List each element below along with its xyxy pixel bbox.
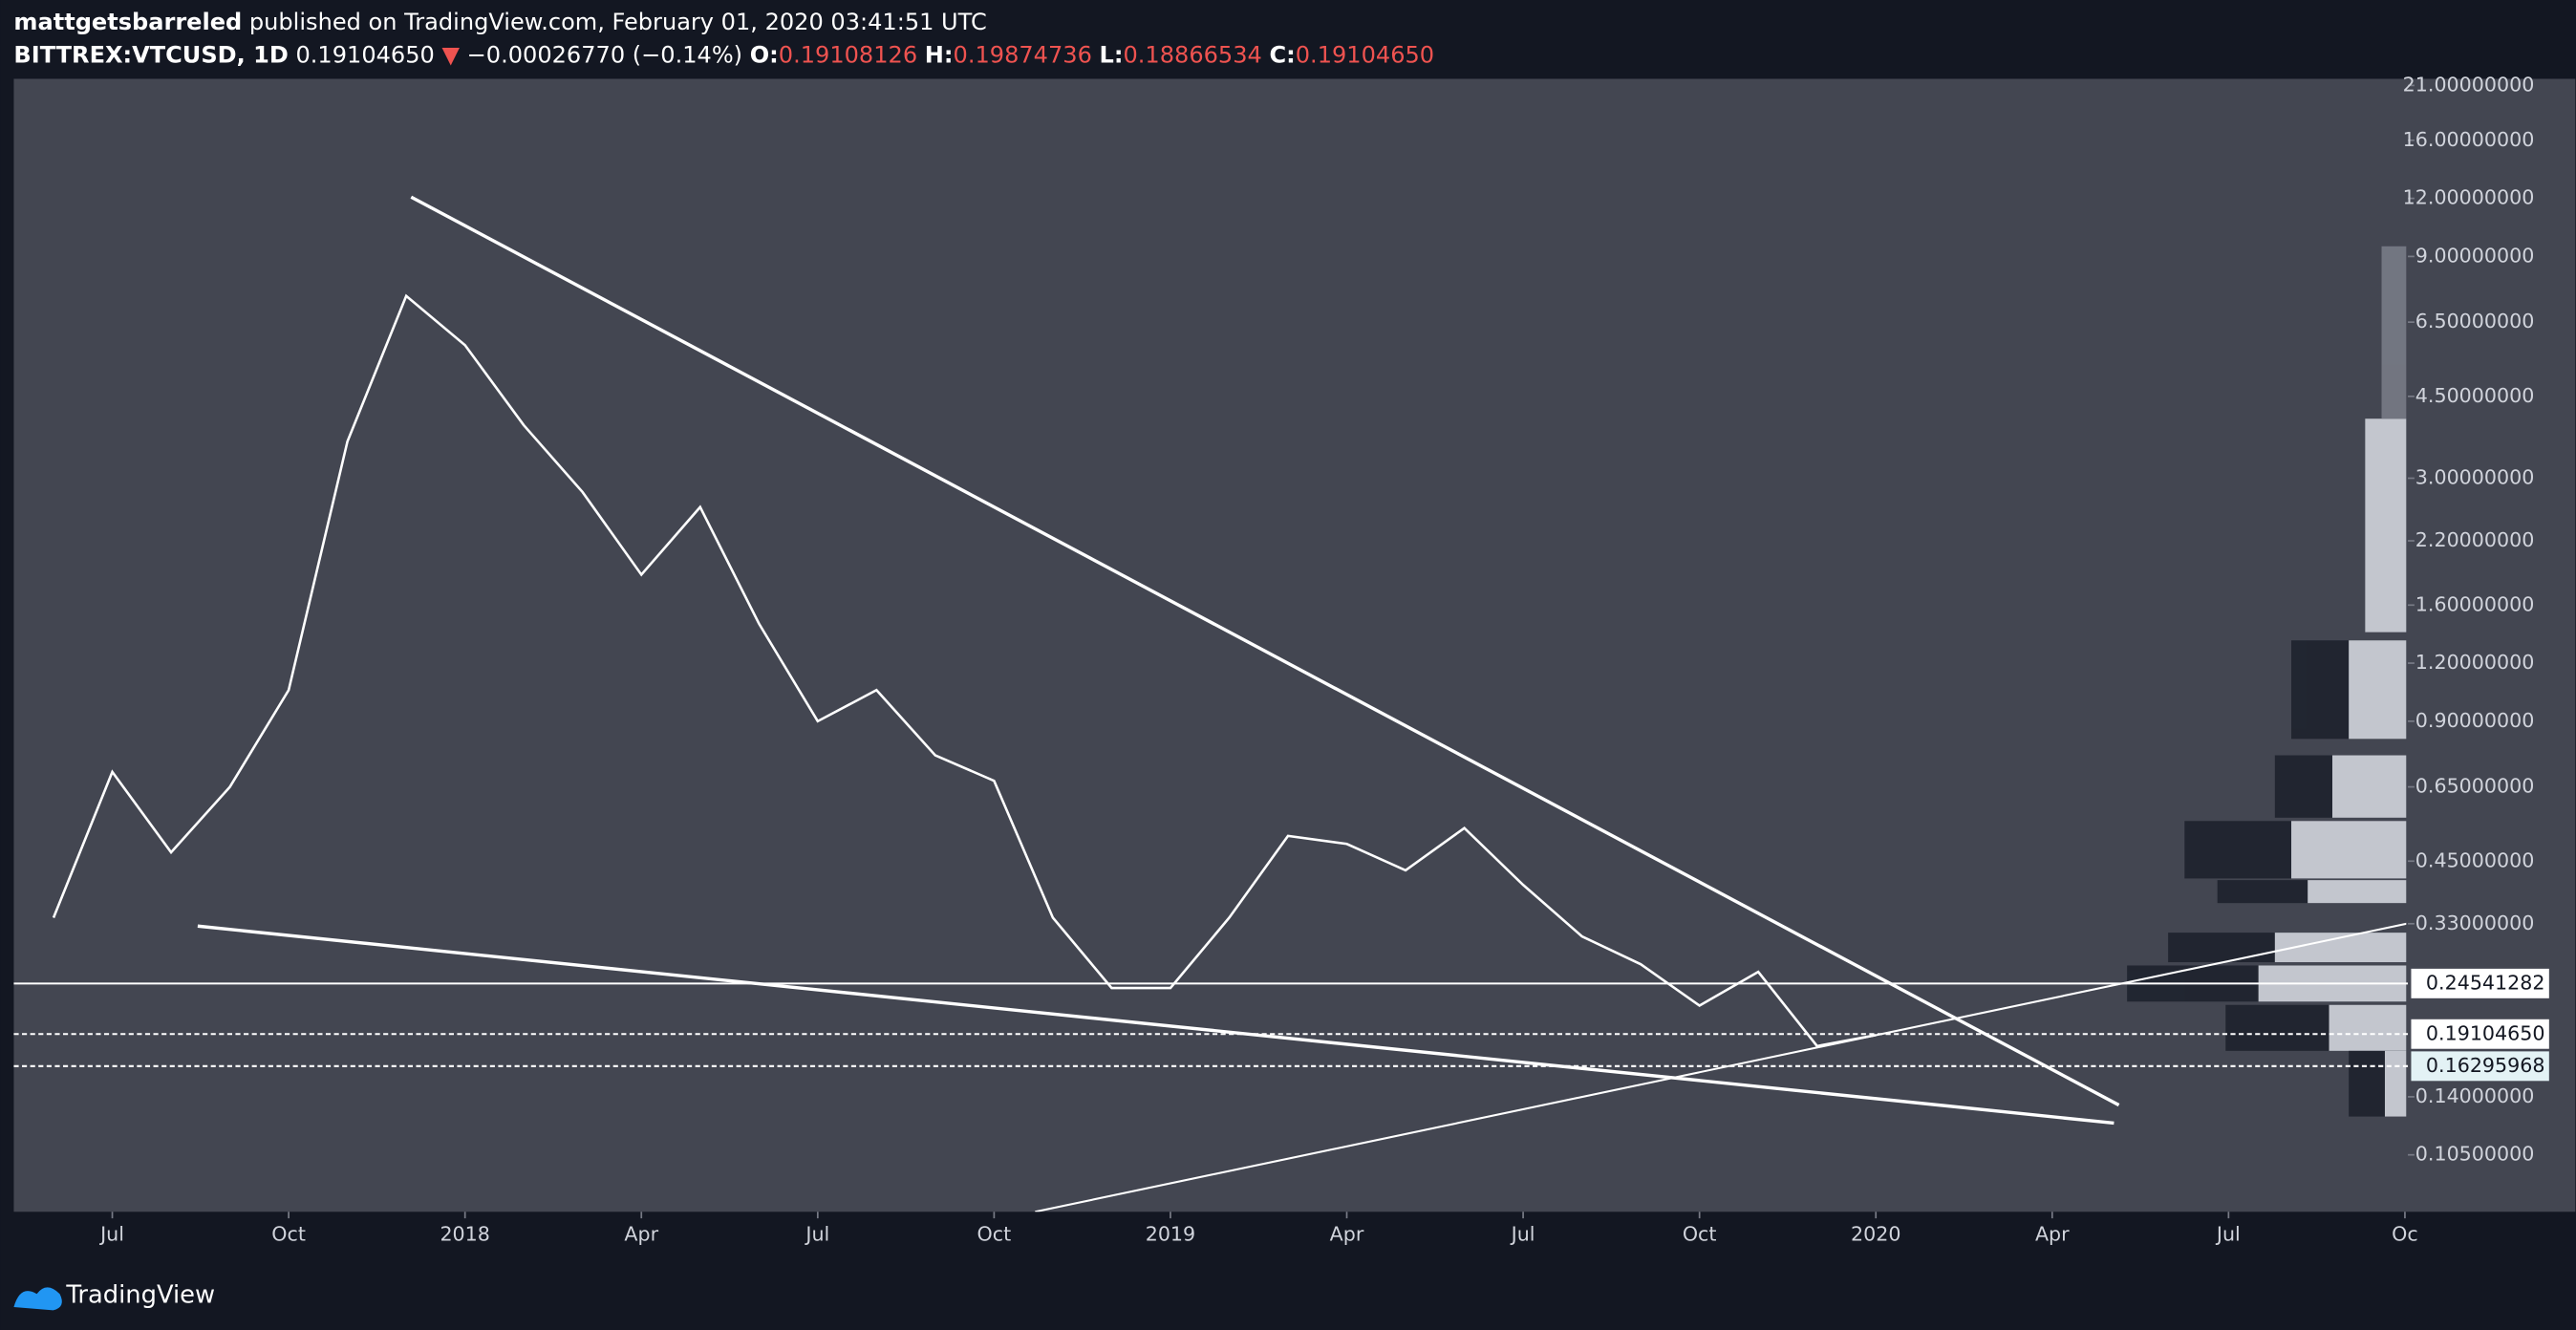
y-tick-label: 9.00000000 xyxy=(2415,244,2535,267)
price-label: 0.24541282 xyxy=(2426,971,2545,994)
drawings xyxy=(197,195,2407,1212)
symbol: BITTREX:VTCUSD, 1D xyxy=(13,41,288,68)
change: −0.00026770 (−0.14%) xyxy=(467,41,742,68)
trendline xyxy=(197,924,2114,1126)
profile-bar xyxy=(2308,880,2407,904)
last: 0.19104650 xyxy=(295,41,434,68)
x-tick-label: Jul xyxy=(1510,1222,1535,1245)
header-line-1: mattgetsbarreled published on TradingVie… xyxy=(13,9,986,35)
close-label: C: xyxy=(1270,41,1296,68)
plot-area xyxy=(13,78,2576,1212)
x-tick-label: Oc xyxy=(2392,1222,2418,1245)
low: 0.18866534 xyxy=(1124,41,1262,68)
x-tick-label: Apr xyxy=(2035,1222,2070,1245)
y-tick-label: 4.50000000 xyxy=(2415,384,2535,407)
x-tick-label: Jul xyxy=(98,1222,124,1245)
low-label: L: xyxy=(1100,41,1124,68)
price-label-box xyxy=(2411,1019,2549,1049)
author: mattgetsbarreled xyxy=(13,9,242,35)
high-label: H: xyxy=(925,41,954,68)
price-label: 0.19104650 xyxy=(2426,1021,2545,1044)
footer: TradingView xyxy=(13,1280,215,1311)
x-tick-label: 2020 xyxy=(1851,1222,1900,1245)
x-tick-label: Oct xyxy=(1683,1222,1717,1245)
logo xyxy=(13,1287,62,1311)
y-tick-label: 1.60000000 xyxy=(2415,592,2535,615)
profile-bar xyxy=(2329,1004,2407,1051)
x-tick-label: 2019 xyxy=(1146,1222,1195,1245)
x-tick-label: Jul xyxy=(804,1222,829,1245)
profile-bar xyxy=(2349,640,2407,740)
arrow: ▼ xyxy=(441,41,460,68)
x-tick-label: Apr xyxy=(1330,1222,1364,1245)
high: 0.19874736 xyxy=(954,41,1092,68)
profile-bar xyxy=(2365,418,2407,633)
y-tick-label: 0.10500000 xyxy=(2415,1143,2535,1166)
open: 0.19108126 xyxy=(779,41,917,68)
header-line-2: BITTREX:VTCUSD, 1D 0.19104650 ▼ −0.00026… xyxy=(13,41,1434,68)
y-tick-label: 0.33000000 xyxy=(2415,912,2535,934)
y-tick-label: 6.50000000 xyxy=(2415,310,2535,332)
y-tick-label: 12.00000000 xyxy=(2403,186,2535,209)
brand: TradingView xyxy=(65,1280,215,1309)
trendline xyxy=(410,195,2120,1107)
x-tick-label: Jul xyxy=(2215,1222,2241,1245)
price-label: 0.16295968 xyxy=(2426,1054,2545,1077)
x-tick-label: 2018 xyxy=(440,1222,489,1245)
price-label-box xyxy=(2411,968,2549,998)
y-tick-label: 1.20000000 xyxy=(2415,651,2535,674)
y-tick-label: 2.20000000 xyxy=(2415,528,2535,551)
y-tick-label: 21.00000000 xyxy=(2403,73,2535,96)
price-label-box xyxy=(2411,1051,2549,1082)
profile-bar xyxy=(2331,755,2407,818)
y-tick-label: 0.14000000 xyxy=(2415,1084,2535,1107)
x-tick-label: Oct xyxy=(271,1222,306,1245)
x-tick-label: Oct xyxy=(977,1222,1012,1245)
y-tick-label: 16.00000000 xyxy=(2403,128,2535,151)
profile-bar xyxy=(2384,1050,2407,1117)
profile-bar xyxy=(2381,246,2407,419)
x-tick-label: Apr xyxy=(624,1222,658,1245)
y-tick-label: 0.45000000 xyxy=(2415,848,2535,871)
price-line xyxy=(52,293,1877,1048)
open-label: O: xyxy=(750,41,779,68)
published: published on TradingView.com, February 0… xyxy=(249,9,987,35)
y-tick-label: 3.00000000 xyxy=(2415,465,2535,488)
series-layer xyxy=(52,293,1877,1048)
y-tick-label: 0.65000000 xyxy=(2415,775,2535,798)
y-tick-label: 0.90000000 xyxy=(2415,709,2535,732)
trendline xyxy=(1035,922,2407,1212)
close: 0.19104650 xyxy=(1296,41,1434,68)
profile-bar xyxy=(2291,821,2407,879)
